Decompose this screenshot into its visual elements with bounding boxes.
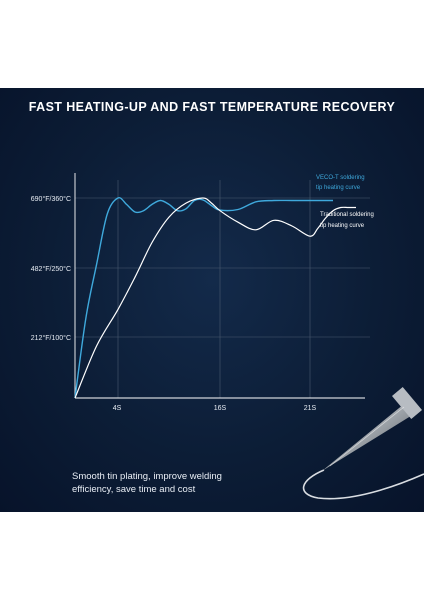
x-tick-label-21s: 21S — [304, 405, 317, 412]
soldering-tip-image — [302, 387, 424, 500]
caption: Smooth tin plating, improve welding effi… — [72, 470, 292, 496]
grid — [75, 180, 370, 398]
caption-line-2: efficiency, save time and cost — [72, 484, 196, 495]
tip-wire — [302, 469, 424, 500]
series-line-traditional — [74, 197, 356, 399]
veco-label-line1: VECO-T soldering — [316, 175, 365, 181]
veco-label-line2: tip heating curve — [316, 185, 361, 191]
series-line-veco-t — [74, 197, 333, 399]
x-tick-label-4s: 4S — [113, 405, 122, 412]
tip-highlight — [329, 406, 405, 467]
y-tick-label-100: 212°F/100°C — [31, 334, 71, 342]
temperature-chart: 690°F/360°C 482°F/250°C 212°F/100°C 4S 1… — [31, 173, 424, 500]
traditional-label-line2: tip heating curve — [320, 223, 365, 229]
traditional-label-line1: Traditional soldering — [320, 212, 374, 218]
chart-panel: FAST HEATING-UP AND FAST TEMPERATURE REC… — [0, 88, 424, 512]
headline: FAST HEATING-UP AND FAST TEMPERATURE REC… — [28, 100, 396, 114]
tip-collar — [391, 387, 423, 419]
caption-line-1: Smooth tin plating, improve welding — [72, 471, 222, 482]
y-tick-label-360: 690°F/360°C — [31, 195, 71, 203]
x-tick-label-16s: 16S — [214, 405, 227, 412]
y-tick-label-250: 482°F/250°C — [31, 265, 71, 273]
